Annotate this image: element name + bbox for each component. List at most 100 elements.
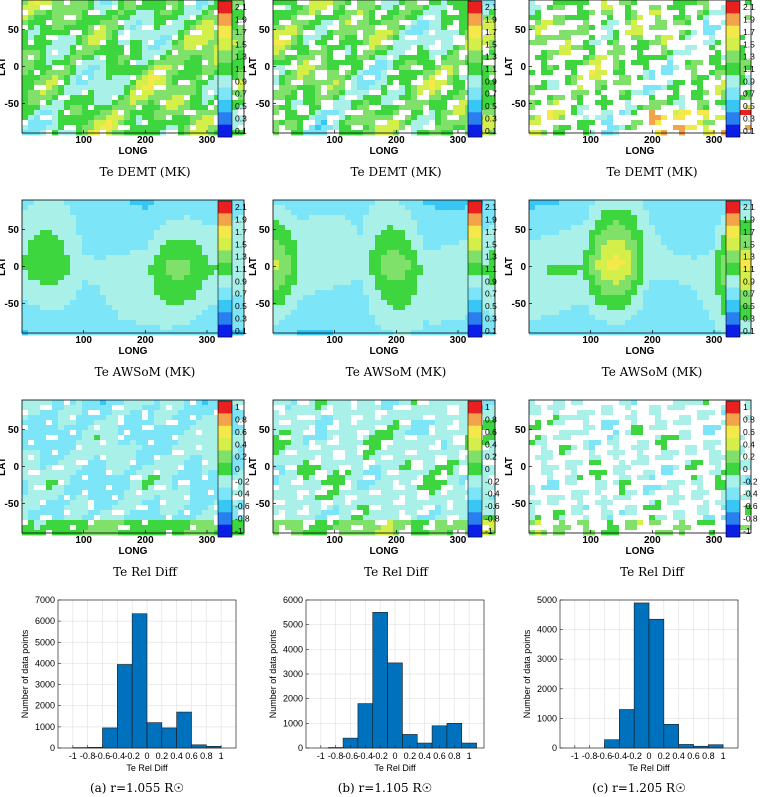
map-cell	[196, 200, 203, 206]
map-cell	[136, 95, 143, 101]
map-cell	[375, 300, 382, 306]
map-cell	[136, 105, 143, 111]
map-cell	[291, 250, 298, 256]
map-cell	[399, 0, 406, 6]
colorbar-segment	[468, 25, 482, 39]
map-cell	[232, 210, 239, 216]
map-cell	[589, 40, 596, 46]
map-cell	[673, 65, 680, 71]
map-cell	[327, 100, 334, 106]
map-cell	[34, 210, 41, 216]
map-cell	[214, 280, 221, 286]
map-cell	[136, 75, 143, 81]
map-cell	[459, 55, 466, 61]
map-cell	[321, 225, 328, 231]
map-cell	[124, 315, 131, 321]
map-cell	[547, 100, 554, 106]
map-cell	[339, 225, 346, 231]
map-cell	[202, 205, 209, 211]
map-cell	[483, 295, 490, 301]
map-cell	[273, 225, 280, 231]
map-cell	[309, 250, 316, 256]
map-cell	[184, 125, 191, 131]
map-cell	[136, 210, 143, 216]
map-cell	[154, 305, 161, 311]
map-cell	[136, 85, 143, 91]
map-cell	[529, 35, 536, 41]
map-cell	[142, 75, 149, 81]
map-cell	[417, 95, 424, 101]
map-cell	[166, 100, 173, 106]
map-cell	[148, 125, 155, 131]
map-cell	[297, 290, 304, 296]
map-cell	[166, 240, 173, 246]
map-cell	[309, 75, 316, 81]
map-cell	[34, 95, 41, 101]
map-cell	[399, 225, 406, 231]
map-cell	[70, 325, 77, 331]
map-cell	[667, 75, 674, 81]
map-cell	[369, 220, 376, 226]
map-cell	[393, 0, 400, 6]
map-cell	[577, 75, 584, 81]
map-cell	[613, 90, 620, 96]
map-cell	[685, 10, 692, 16]
map-cell	[184, 80, 191, 86]
map-cell	[351, 215, 358, 221]
map-cell	[285, 85, 292, 91]
map-cell	[238, 285, 245, 291]
map-cell	[679, 90, 686, 96]
map-cell	[178, 260, 185, 266]
colorbar-segment	[468, 75, 482, 88]
map-cell	[202, 25, 209, 31]
map-cell	[459, 30, 466, 36]
map-cell	[118, 120, 125, 126]
map-cell	[100, 210, 107, 216]
map-cell	[238, 60, 245, 66]
map-cell	[399, 215, 406, 221]
map-cell	[369, 50, 376, 56]
map-cell	[130, 65, 137, 71]
map-cell	[637, 100, 644, 106]
map-cell	[529, 0, 536, 6]
map-cell	[22, 30, 29, 36]
map-cell	[703, 80, 710, 86]
map-cell	[40, 100, 47, 106]
map-cell	[357, 230, 364, 236]
map-cell	[291, 285, 298, 291]
map-cell	[565, 90, 572, 96]
map-cell	[82, 200, 89, 206]
map-cell	[607, 45, 614, 51]
map-cell	[435, 0, 442, 6]
map-cell	[196, 95, 203, 101]
map-cell	[643, 80, 650, 86]
map-cell	[327, 230, 334, 236]
map-cell	[142, 295, 149, 301]
map-cell	[489, 225, 496, 231]
map-cell	[357, 225, 364, 231]
map-cell	[309, 20, 316, 26]
map-cell	[160, 55, 167, 61]
map-cell	[565, 55, 572, 61]
map-cell	[417, 300, 424, 306]
map-cell	[553, 45, 560, 51]
map-cell	[22, 230, 29, 236]
map-cell	[529, 15, 536, 21]
map-cell	[333, 230, 340, 236]
map-cell	[88, 260, 95, 266]
map-cell	[459, 285, 466, 291]
map-cell	[82, 300, 89, 306]
map-cell	[214, 210, 221, 216]
map-cell	[637, 85, 644, 91]
map-cell	[303, 290, 310, 296]
map-cell	[76, 30, 83, 36]
map-cell	[303, 55, 310, 61]
map-cell	[685, 55, 692, 61]
map-cell	[363, 120, 370, 126]
colorbar-segment	[468, 87, 482, 101]
map-cell	[399, 115, 406, 121]
map-cell	[106, 15, 113, 21]
map-cell	[583, 35, 590, 41]
map-cell	[447, 15, 454, 21]
map-cell	[583, 70, 590, 76]
